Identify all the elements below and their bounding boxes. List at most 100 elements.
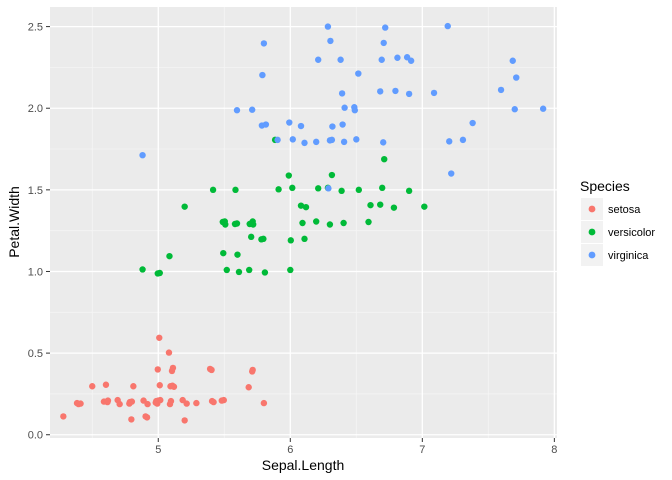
data-point-versicolor — [340, 219, 347, 227]
data-point-virginica — [405, 90, 413, 98]
data-point-versicolor — [297, 202, 305, 209]
legend-label-virginica: virginica — [608, 250, 649, 262]
data-point-setosa — [142, 413, 149, 420]
data-point-virginica — [539, 105, 547, 112]
data-point-virginica — [351, 107, 359, 114]
legend-label-versicolor: versicolor — [608, 227, 655, 239]
data-point-setosa — [169, 382, 176, 389]
data-point-virginica — [448, 170, 455, 177]
data-point-versicolor — [261, 269, 269, 276]
data-point-versicolor — [233, 220, 241, 227]
data-point-setosa — [89, 383, 96, 390]
data-point-virginica — [380, 139, 387, 146]
data-point-setosa — [128, 398, 136, 405]
y-tick-label: 0.0 — [28, 430, 43, 442]
data-point-versicolor — [285, 172, 292, 179]
data-point-virginica — [407, 57, 415, 64]
data-point-virginica — [262, 121, 270, 128]
data-point-versicolor — [367, 201, 374, 209]
data-point-setosa — [104, 397, 112, 404]
data-point-virginica — [392, 87, 399, 95]
data-point-versicolor — [302, 203, 310, 211]
data-point-setosa — [157, 396, 164, 404]
data-point-setosa — [245, 384, 252, 391]
legend-title: Species — [580, 178, 630, 194]
data-point-versicolor — [421, 203, 428, 210]
data-point-versicolor — [235, 268, 243, 276]
x-tick-label: 7 — [419, 444, 425, 456]
data-point-versicolor — [377, 201, 384, 208]
data-point-versicolor — [156, 269, 163, 277]
data-point-versicolor — [247, 233, 255, 241]
legend-key-versicolor — [588, 228, 596, 236]
data-point-virginica — [337, 56, 344, 63]
data-point-virginica — [382, 24, 389, 31]
data-point-versicolor — [209, 186, 217, 194]
data-point-setosa — [156, 334, 163, 341]
data-point-versicolor — [287, 237, 294, 244]
data-point-setosa — [156, 382, 163, 389]
data-point-versicolor — [287, 266, 294, 274]
data-point-virginica — [329, 123, 336, 130]
data-point-setosa — [73, 399, 81, 407]
data-point-versicolor — [301, 235, 308, 243]
y-tick-label: 0.5 — [28, 348, 43, 360]
y-tick-label: 1.0 — [28, 266, 43, 278]
data-point-setosa — [167, 397, 175, 405]
data-point-virginica — [248, 106, 256, 113]
legend: Species setosa versicolor virginica — [580, 178, 655, 266]
data-point-virginica — [286, 119, 293, 126]
data-point-versicolor — [220, 249, 227, 257]
data-point-versicolor — [355, 186, 363, 194]
data-point-versicolor — [275, 186, 282, 193]
data-point-virginica — [328, 136, 336, 144]
data-points — [60, 22, 547, 424]
y-tick-label: 2.5 — [28, 22, 43, 34]
series-setosa — [60, 334, 268, 424]
data-point-virginica — [339, 121, 346, 128]
data-point-virginica — [513, 74, 520, 81]
data-point-virginica — [340, 138, 348, 146]
data-point-virginica — [324, 23, 332, 30]
data-point-versicolor — [166, 252, 173, 260]
data-point-versicolor — [328, 171, 336, 179]
data-point-versicolor — [223, 266, 230, 274]
data-point-setosa — [206, 365, 214, 373]
data-point-virginica — [446, 138, 453, 145]
y-axis-title: Petal.Width — [6, 186, 22, 258]
data-point-virginica — [259, 71, 266, 79]
data-point-versicolor — [181, 203, 188, 210]
data-point-versicolor — [315, 185, 322, 192]
data-point-versicolor — [289, 184, 296, 192]
data-point-virginica — [459, 136, 467, 144]
data-point-virginica — [444, 22, 451, 30]
data-point-setosa — [60, 413, 67, 420]
data-point-setosa — [128, 416, 135, 423]
data-point-virginica — [274, 136, 281, 144]
data-point-versicolor — [390, 204, 398, 211]
data-point-setosa — [116, 400, 123, 408]
data-point-virginica — [509, 57, 516, 64]
y-axis-ticks: 0.0 0.5 1.0 1.5 2.0 2.5 — [28, 22, 50, 442]
data-point-versicolor — [365, 218, 372, 226]
data-point-setosa — [154, 366, 161, 373]
data-point-setosa — [165, 349, 173, 356]
data-point-setosa — [181, 417, 188, 424]
data-point-versicolor — [379, 184, 386, 192]
data-point-versicolor — [338, 187, 345, 195]
y-tick-label: 2.0 — [28, 103, 43, 115]
legend-key-virginica — [588, 251, 596, 259]
data-point-versicolor — [139, 266, 146, 273]
data-point-setosa — [130, 383, 137, 390]
data-point-virginica — [289, 136, 296, 143]
data-point-virginica — [233, 107, 241, 114]
data-point-virginica — [341, 104, 348, 111]
grid-major — [50, 7, 557, 438]
data-point-versicolor — [232, 186, 239, 194]
data-point-virginica — [315, 56, 322, 63]
legend-label-setosa: setosa — [608, 204, 641, 216]
data-point-virginica — [380, 39, 387, 47]
data-point-virginica — [325, 185, 332, 192]
data-point-virginica — [260, 40, 268, 47]
